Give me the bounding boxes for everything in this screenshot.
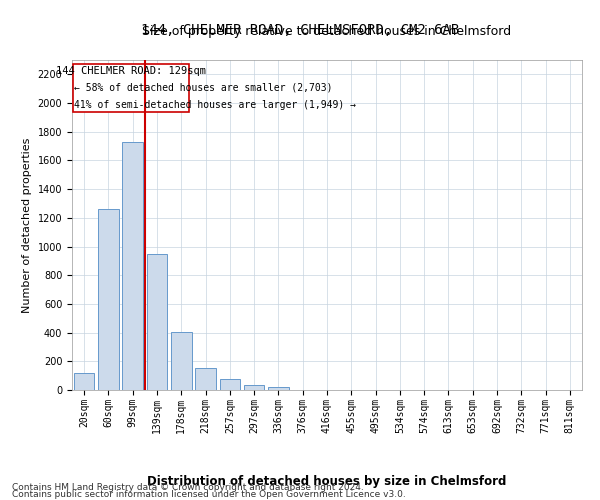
Y-axis label: Number of detached properties: Number of detached properties [22,138,32,312]
Text: 41% of semi-detached houses are larger (1,949) →: 41% of semi-detached houses are larger (… [74,100,356,110]
Bar [74,373,94,390]
Bar [244,385,265,390]
Bar [98,209,119,390]
X-axis label: Distribution of detached houses by size in Chelmsford: Distribution of detached houses by size … [148,474,506,488]
Title: Size of property relative to detached houses in Chelmsford: Size of property relative to detached ho… [142,25,512,38]
Bar [171,332,191,390]
Bar [195,368,216,390]
Text: Contains HM Land Registry data © Crown copyright and database right 2024.: Contains HM Land Registry data © Crown c… [12,484,364,492]
FancyBboxPatch shape [73,64,188,112]
Bar [146,254,167,390]
Bar [268,387,289,390]
Text: 144 CHELMER ROAD: 129sqm: 144 CHELMER ROAD: 129sqm [56,66,206,76]
Text: ← 58% of detached houses are smaller (2,703): ← 58% of detached houses are smaller (2,… [74,83,333,93]
Bar [122,142,143,390]
Bar [220,379,240,390]
Text: 144, CHELMER ROAD, CHELMSFORD, CM2 6AB: 144, CHELMER ROAD, CHELMSFORD, CM2 6AB [141,22,459,36]
Text: Contains public sector information licensed under the Open Government Licence v3: Contains public sector information licen… [12,490,406,499]
